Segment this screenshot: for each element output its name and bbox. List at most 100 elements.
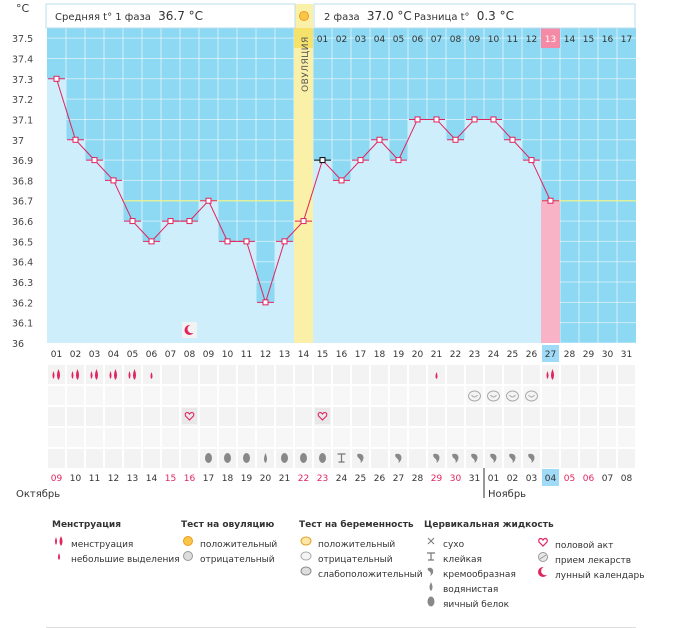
symptom-cell	[390, 407, 407, 426]
calendar-date-label: 31	[469, 474, 480, 484]
x-day-label: 05	[127, 350, 138, 360]
x-day-label: 12	[260, 350, 271, 360]
calendar-date-label: 26	[374, 474, 386, 484]
symptom-cell	[542, 386, 559, 405]
symptom-cell	[181, 365, 198, 384]
calendar-date-label: 15	[165, 474, 176, 484]
legend-pregnancy-test-title: Тест на беременность	[299, 520, 414, 530]
phase2-day-label: 16	[602, 35, 614, 45]
calendar-date-label: 11	[89, 474, 100, 484]
symptom-cell	[124, 428, 141, 447]
symptom-cell	[219, 407, 236, 426]
calendar-date-label: 01	[488, 474, 499, 484]
symptom-cell	[238, 386, 255, 405]
y-tick-label: 36.2	[12, 298, 33, 309]
symptom-cell	[390, 365, 407, 384]
symptom-cell	[371, 428, 388, 447]
calendar-date-label: 09	[51, 474, 63, 484]
symptom-cell	[48, 386, 65, 405]
temperature-point	[395, 157, 402, 164]
symptom-cell	[352, 428, 369, 447]
symptom-cell	[371, 407, 388, 426]
egg-white-icon	[224, 453, 231, 463]
symptom-cell	[561, 407, 578, 426]
symptom-cell	[618, 428, 635, 447]
symptom-cell	[219, 365, 236, 384]
calendar-date-label: 18	[222, 474, 234, 484]
symptom-cell	[200, 386, 217, 405]
phase2-day-label: 09	[469, 35, 481, 45]
legend-item-creamy: кремообразная	[424, 565, 554, 580]
x-day-label: 09	[203, 350, 215, 360]
temperature-column	[351, 160, 370, 343]
creamy-icon	[490, 453, 497, 463]
symptom-cell	[295, 365, 312, 384]
y-tick-label: 36.8	[12, 176, 33, 187]
phase2-day-label: 03	[355, 35, 366, 45]
x-day-label: 18	[374, 350, 386, 360]
x-day-label: 16	[336, 350, 348, 360]
symptom-cell	[276, 386, 293, 405]
x-day-label: 23	[469, 350, 480, 360]
symptom-cell	[124, 386, 141, 405]
temperature-points	[48, 75, 559, 338]
calendar-date-label: 05	[564, 474, 575, 484]
symptom-cell	[504, 407, 521, 426]
temperature-point	[452, 136, 459, 143]
calendar-date-label: 28	[412, 474, 424, 484]
symptom-cell	[257, 386, 274, 405]
temperature-column	[104, 180, 123, 343]
symptom-cell	[181, 428, 198, 447]
symptom-cell	[181, 386, 198, 405]
x-day-label: 19	[393, 350, 405, 360]
current-date-marker	[542, 469, 559, 486]
phase2-day-label: 15	[583, 35, 594, 45]
symptom-cell	[295, 428, 312, 447]
phase2-summary-value: 37.0 °C	[367, 9, 412, 23]
symptom-cell	[447, 386, 464, 405]
temperature-point	[91, 157, 98, 164]
y-tick-label: 37	[12, 136, 24, 147]
calendar-date-label: 08	[621, 474, 633, 484]
temperature-point	[319, 157, 326, 164]
symptom-cell	[618, 365, 635, 384]
symptom-cell	[67, 449, 84, 468]
symptom-cell	[238, 365, 255, 384]
x-day-label: 26	[526, 350, 538, 360]
pregnancy-test-mark	[490, 394, 497, 398]
temperature-point	[528, 157, 535, 164]
x-day-label: 04	[108, 350, 120, 360]
x-day-label: 06	[146, 350, 158, 360]
small-drop-icon	[435, 372, 438, 379]
symptom-cell	[314, 428, 331, 447]
symptom-cell	[580, 428, 597, 447]
legend-item-pregnancy-faint: слабоположительный	[299, 565, 423, 580]
creamy-icon	[433, 453, 440, 463]
symptom-cell	[105, 449, 122, 468]
symptom-cell	[561, 386, 578, 405]
blood-drops-icon	[52, 369, 60, 380]
x-day-label: 11	[241, 350, 252, 360]
phase2-day-header: 01 02 03 04 05 06 07 08 09 10 11 12 13 14 15 16 17	[317, 35, 632, 45]
temperature-point	[224, 238, 231, 245]
x-day-label: 08	[184, 350, 196, 360]
x-day-label: 07	[165, 350, 176, 360]
phase2-day-label: 17	[621, 35, 632, 45]
calendar-date-label: 04	[545, 474, 557, 484]
x-day-label: 15	[317, 350, 328, 360]
temperature-column	[427, 119, 446, 343]
blood-drops-icon	[109, 369, 117, 380]
legend-ovulation-test-title: Тест на овуляцию	[181, 520, 275, 530]
symptom-cell	[428, 386, 445, 405]
symptom-cell	[542, 365, 559, 384]
phase2-day-label: 05	[393, 35, 404, 45]
symptom-cell	[86, 428, 103, 447]
y-tick-label: 36.6	[12, 217, 33, 228]
symptom-cell	[333, 386, 350, 405]
creamy-icon	[452, 453, 459, 463]
symptom-cell	[333, 428, 350, 447]
symptom-cell	[599, 449, 616, 468]
symptom-cell	[447, 428, 464, 447]
symptom-cell	[200, 428, 217, 447]
symptom-cell	[86, 386, 103, 405]
